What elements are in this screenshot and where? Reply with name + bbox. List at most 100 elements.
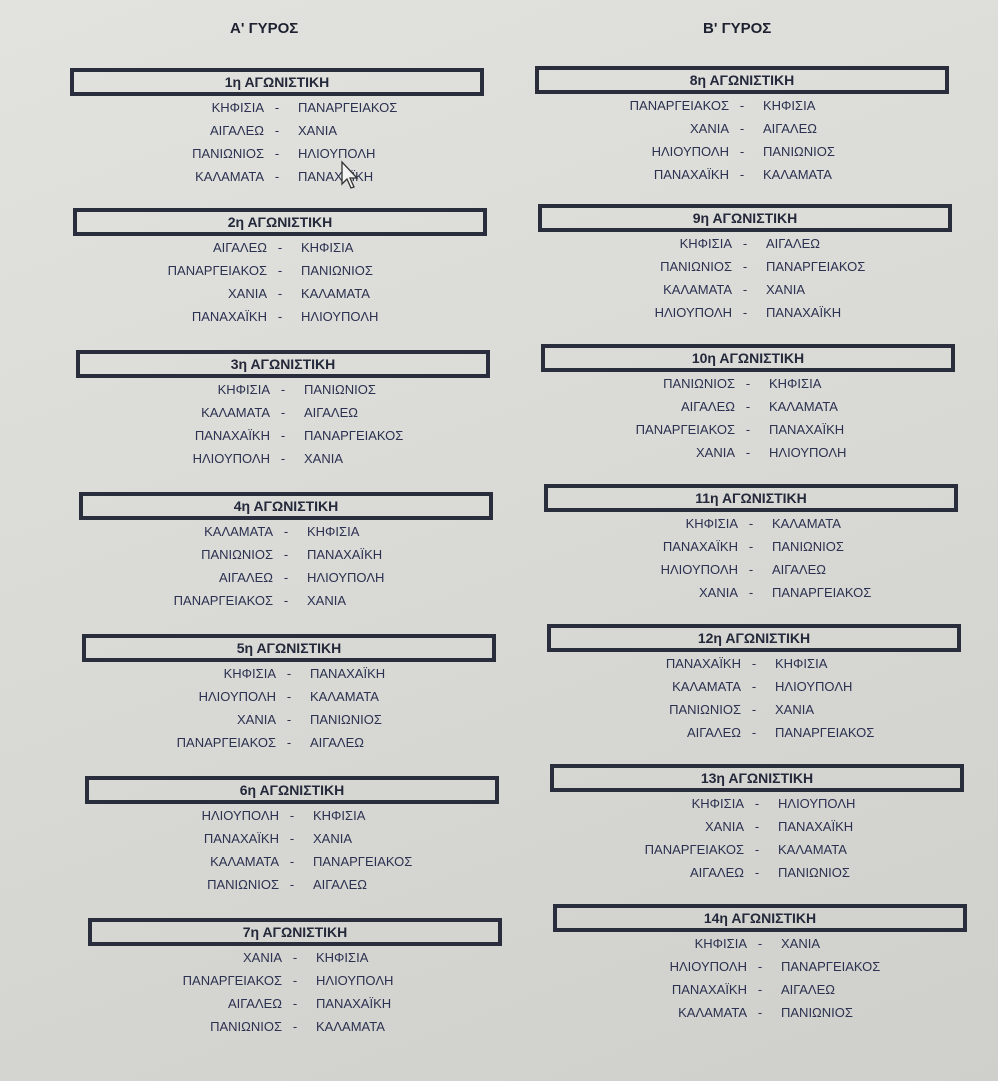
matchday-header: 3η ΑΓΩΝΙΣΤΙΚΗ [76, 350, 490, 378]
away-team: ΠΑΝΑΧΑΪΚΗ [766, 305, 842, 320]
matchday-header: 1η ΑΓΩΝΙΣΤΙΚΗ [70, 68, 484, 96]
matchday-header: 13η ΑΓΩΝΙΣΤΙΚΗ [550, 764, 964, 792]
away-team: ΠΑΝΑΡΓΕΙΑΚΟΣ [772, 585, 872, 600]
home-team: ΚΑΛΑΜΑΤΑ [672, 679, 741, 694]
match-separator: - [754, 865, 760, 880]
away-team: ΠΑΝΙΩΝΙΟΣ [781, 1005, 853, 1020]
match-row: ΚΗΦΙΣΙΑ - ΠΑΝΑΡΓΕΙΑΚΟΣ [70, 96, 484, 119]
home-team: ΚΗΦΙΣΙΑ [679, 236, 732, 251]
match-row: ΧΑΝΙΑ - ΚΗΦΙΣΙΑ [88, 946, 502, 969]
matchday-block: 4η ΑΓΩΝΙΣΤΙΚΗ ΚΑΛΑΜΑΤΑ - ΚΗΦΙΣΙΑ ΠΑΝΙΩΝΙΟΣ - Π… [79, 492, 493, 612]
home-team: ΠΑΝΙΩΝΙΟΣ [663, 376, 735, 391]
away-team: ΧΑΝΙΑ [766, 282, 806, 297]
home-team: ΠΑΝΑΧΑΪΚΗ [665, 656, 741, 671]
match-separator: - [283, 524, 289, 539]
away-team: ΧΑΝΙΑ [298, 123, 338, 138]
match-separator: - [745, 399, 751, 414]
home-team: ΚΗΦΙΣΙΑ [211, 100, 264, 115]
away-team: ΠΑΝΑΧΑΪΚΗ [778, 819, 854, 834]
match-separator: - [742, 259, 748, 274]
home-team: ΚΑΛΑΜΑΤΑ [210, 854, 279, 869]
matchday-header: 4η ΑΓΩΝΙΣΤΙΚΗ [79, 492, 493, 520]
home-team: ΚΑΛΑΜΑΤΑ [678, 1005, 747, 1020]
home-team: ΑΙΓΑΛΕΩ [219, 570, 273, 585]
match-separator: - [739, 144, 745, 159]
match-separator: - [286, 689, 292, 704]
match-separator: - [292, 950, 298, 965]
match-row: ΚΑΛΑΜΑΤΑ - ΠΑΝΑΧΑΪΚΗ [70, 165, 484, 188]
home-team: ΑΙΓΑΛΕΩ [690, 865, 744, 880]
match-separator: - [274, 169, 280, 184]
home-team: ΚΗΦΙΣΙΑ [691, 796, 744, 811]
home-team: ΠΑΝΙΩΝΙΟΣ [210, 1019, 282, 1034]
away-team: ΠΑΝΑΧΑΪΚΗ [769, 422, 845, 437]
match-separator: - [274, 146, 280, 161]
match-row: ΑΙΓΑΛΕΩ - ΚΑΛΑΜΑΤΑ [541, 395, 955, 418]
away-team: ΠΑΝΙΩΝΙΟΣ [301, 263, 373, 278]
home-team: ΑΙΓΑΛΕΩ [210, 123, 264, 138]
home-team: ΠΑΝΙΩΝΙΟΣ [192, 146, 264, 161]
home-team: ΠΑΝΑΡΓΕΙΑΚΟΣ [644, 842, 744, 857]
match-separator: - [292, 973, 298, 988]
home-team: ΠΑΝΙΩΝΙΟΣ [669, 702, 741, 717]
match-row: ΑΙΓΑΛΕΩ - ΚΗΦΙΣΙΑ [73, 236, 487, 259]
match-row: ΠΑΝΑΡΓΕΙΑΚΟΣ - ΧΑΝΙΑ [79, 589, 493, 612]
match-separator: - [739, 121, 745, 136]
away-team: ΚΑΛΑΜΑΤΑ [772, 516, 841, 531]
match-row: ΗΛΙΟΥΠΟΛΗ - ΚΗΦΙΣΙΑ [85, 804, 499, 827]
away-team: ΚΗΦΙΣΙΑ [769, 376, 822, 391]
away-team: ΠΑΝΑΡΓΕΙΑΚΟΣ [775, 725, 875, 740]
match-separator: - [286, 735, 292, 750]
away-team: ΚΗΦΙΣΙΑ [763, 98, 816, 113]
away-team: ΑΙΓΑΛΕΩ [781, 982, 835, 997]
match-separator: - [280, 405, 286, 420]
match-row: ΚΗΦΙΣΙΑ - ΠΑΝΙΩΝΙΟΣ [76, 378, 490, 401]
match-separator: - [757, 982, 763, 997]
matchday-header: 6η ΑΓΩΝΙΣΤΙΚΗ [85, 776, 499, 804]
away-team: ΗΛΙΟΥΠΟΛΗ [307, 570, 385, 585]
match-row: ΠΑΝΑΡΓΕΙΑΚΟΣ - ΠΑΝΑΧΑΪΚΗ [541, 418, 955, 441]
match-separator: - [283, 570, 289, 585]
away-team: ΠΑΝΑΧΑΪΚΗ [298, 169, 374, 184]
away-team: ΧΑΝΙΑ [781, 936, 821, 951]
home-team: ΠΑΝΙΩΝΙΟΣ [201, 547, 273, 562]
match-separator: - [280, 451, 286, 466]
match-row: ΠΑΝΑΡΓΕΙΑΚΟΣ - ΚΑΛΑΜΑΤΑ [550, 838, 964, 861]
home-team: ΠΑΝΙΩΝΙΟΣ [207, 877, 279, 892]
home-team: ΠΑΝΑΡΓΕΙΑΚΟΣ [635, 422, 735, 437]
match-row: ΠΑΝΙΩΝΙΟΣ - ΧΑΝΙΑ [547, 698, 961, 721]
home-team: ΧΑΝΙΑ [689, 121, 729, 136]
home-team: ΑΙΓΑΛΕΩ [687, 725, 741, 740]
match-row: ΚΗΦΙΣΙΑ - ΑΙΓΑΛΕΩ [538, 232, 952, 255]
away-team: ΑΙΓΑΛΕΩ [310, 735, 364, 750]
home-team: ΠΑΝΑΧΑΪΚΗ [653, 167, 729, 182]
match-row: ΚΑΛΑΜΑΤΑ - ΧΑΝΙΑ [538, 278, 952, 301]
match-separator: - [748, 585, 754, 600]
matchday-block: 8η ΑΓΩΝΙΣΤΙΚΗ ΠΑΝΑΡΓΕΙΑΚΟΣ - ΚΗΦΙΣΙΑ ΧΑΝΙΑ - Α… [535, 66, 949, 186]
away-team: ΠΑΝΙΩΝΙΟΣ [763, 144, 835, 159]
match-separator: - [754, 842, 760, 857]
match-row: ΚΗΦΙΣΙΑ - ΧΑΝΙΑ [553, 932, 967, 955]
home-team: ΠΑΝΑΧΑΪΚΗ [662, 539, 738, 554]
match-separator: - [283, 547, 289, 562]
away-team: ΧΑΝΙΑ [313, 831, 353, 846]
match-row: ΠΑΝΑΧΑΪΚΗ - ΠΑΝΙΩΝΙΟΣ [544, 535, 958, 558]
match-row: ΠΑΝΑΧΑΪΚΗ - ΚΑΛΑΜΑΤΑ [535, 163, 949, 186]
away-team: ΠΑΝΑΧΑΪΚΗ [307, 547, 383, 562]
away-team: ΚΑΛΑΜΑΤΑ [769, 399, 838, 414]
matchday-block: 7η ΑΓΩΝΙΣΤΙΚΗ ΧΑΝΙΑ - ΚΗΦΙΣΙΑ ΠΑΝΑΡΓΕΙΑΚΟΣ - Η… [88, 918, 502, 1038]
home-team: ΠΑΝΑΡΓΕΙΑΚΟΣ [182, 973, 282, 988]
away-team: ΠΑΝΙΩΝΙΟΣ [304, 382, 376, 397]
away-team: ΧΑΝΙΑ [307, 593, 347, 608]
home-team: ΗΛΙΟΥΠΟΛΗ [651, 144, 729, 159]
home-team: ΧΑΝΙΑ [695, 445, 735, 460]
matchday-block: 2η ΑΓΩΝΙΣΤΙΚΗ ΑΙΓΑΛΕΩ - ΚΗΦΙΣΙΑ ΠΑΝΑΡΓΕΙΑΚΟΣ… [73, 208, 487, 328]
matchday-block: 5η ΑΓΩΝΙΣΤΙΚΗ ΚΗΦΙΣΙΑ - ΠΑΝΑΧΑΪΚΗ ΗΛΙΟΥΠΟΛΗ -… [82, 634, 496, 754]
matchday-block: 6η ΑΓΩΝΙΣΤΙΚΗ ΗΛΙΟΥΠΟΛΗ - ΚΗΦΙΣΙΑ ΠΑΝΑΧΑΪΚΗ -… [85, 776, 499, 896]
home-team: ΚΑΛΑΜΑΤΑ [204, 524, 273, 539]
match-separator: - [751, 702, 757, 717]
away-team: ΗΛΙΟΥΠΟΛΗ [769, 445, 847, 460]
away-team: ΚΑΛΑΜΑΤΑ [310, 689, 379, 704]
home-team: ΚΑΛΑΜΑΤΑ [201, 405, 270, 420]
home-team: ΧΑΝΙΑ [242, 950, 282, 965]
